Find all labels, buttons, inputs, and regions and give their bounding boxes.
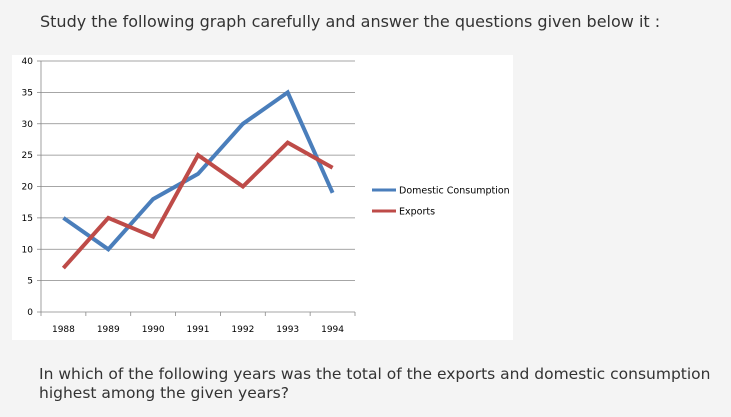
x-tick-label: 1992 (231, 325, 254, 335)
x-tick-label: 1988 (52, 325, 75, 335)
y-tick-label: 35 (22, 88, 33, 98)
x-axis-tick-labels: 1988 1989 1990 1991 1992 1993 1994 (52, 325, 344, 335)
y-tick-label: 20 (22, 183, 34, 193)
chart-gridlines (41, 60, 355, 282)
x-tick-label: 1994 (321, 325, 344, 335)
y-tick-label: 25 (22, 151, 33, 161)
x-tick-label: 1989 (97, 325, 120, 335)
chart-axes (37, 60, 356, 316)
y-tick-label: 0 (27, 308, 33, 318)
chart-series (61, 89, 335, 270)
y-tick-label: 10 (22, 245, 34, 255)
y-tick-label: 40 (22, 57, 34, 67)
y-tick-label: 30 (22, 120, 34, 130)
y-axis-tick-labels: 0 5 10 15 20 25 30 35 40 (22, 57, 34, 318)
chart-panel: 0 5 10 15 20 25 30 35 40 1988 1989 1990 1991 1992 199… (12, 55, 513, 340)
x-tick-label: 1993 (276, 325, 299, 335)
question-heading: Study the following graph carefully and … (40, 12, 661, 31)
legend-label-domestic-consumption: Domestic Consumption (399, 186, 510, 197)
chart-legend: Domestic Consumption Exports (372, 186, 510, 218)
x-tick-label: 1991 (187, 325, 210, 335)
legend-label-exports: Exports (399, 207, 435, 218)
y-tick-label: 15 (22, 214, 33, 224)
series-line-domestic-consumption (62, 89, 335, 252)
series-line-exports (61, 140, 334, 270)
question-text: In which of the following years was the … (39, 365, 711, 402)
x-tick-label: 1990 (142, 325, 165, 335)
line-chart: 0 5 10 15 20 25 30 35 40 1988 1989 1990 1991 1992 199… (22, 57, 510, 335)
y-tick-label: 5 (27, 277, 33, 287)
